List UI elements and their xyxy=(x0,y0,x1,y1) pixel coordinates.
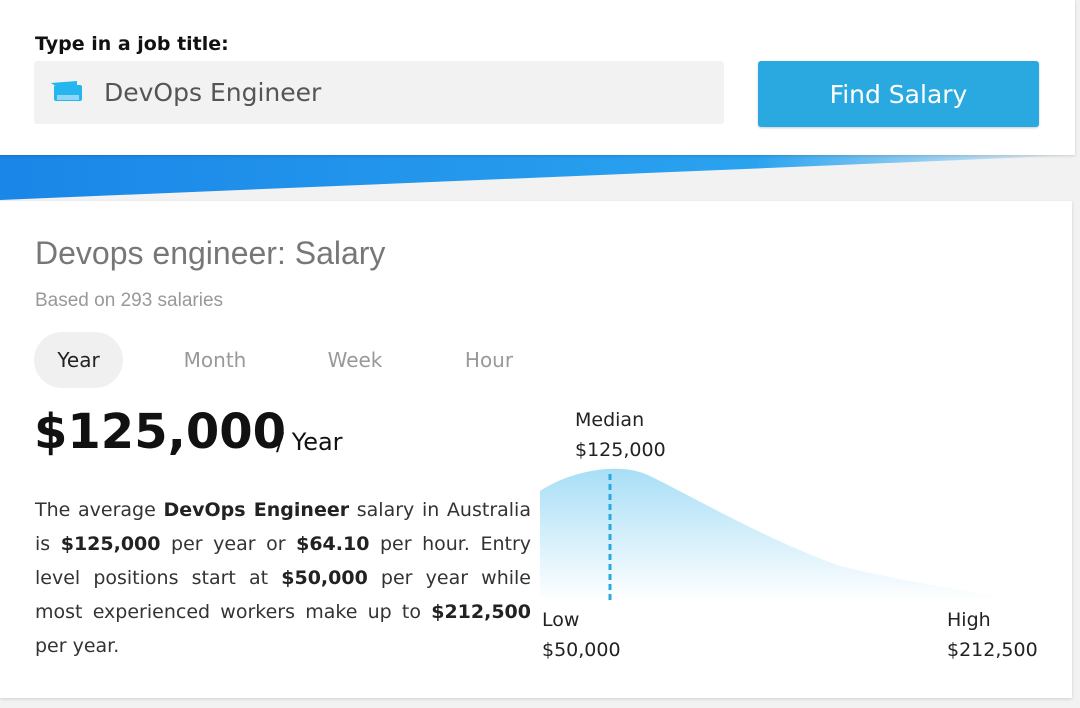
desc-top-salary: $212,500 xyxy=(431,601,531,623)
desc-job-title: DevOps Engineer xyxy=(163,499,350,521)
search-card: Type in a job title: Find Salary xyxy=(0,0,1075,155)
salary-result-card: Devops engineer: Salary Based on 293 sal… xyxy=(0,201,1072,698)
tab-year[interactable]: Year xyxy=(34,332,123,388)
median-label: Median $125,000 xyxy=(575,405,666,465)
tab-week[interactable]: Week xyxy=(327,348,383,372)
page-title: Devops engineer: Salary xyxy=(35,235,386,271)
job-card-icon xyxy=(51,81,82,101)
tab-hour[interactable]: Hour xyxy=(464,348,514,372)
salary-period: / Year xyxy=(276,428,343,456)
desc-hourly-rate: $64.10 xyxy=(296,533,370,555)
high-value: $212,500 xyxy=(947,639,1038,661)
job-title-label: Type in a job title: xyxy=(35,33,229,55)
high-label: High $212,500 xyxy=(947,605,1038,665)
desc-entry-salary: $50,000 xyxy=(281,567,368,589)
job-title-field[interactable] xyxy=(34,61,724,124)
salary-description: The average DevOps Engineer salary in Au… xyxy=(35,499,531,657)
salary-count: Based on 293 salaries xyxy=(35,290,224,311)
find-salary-button[interactable]: Find Salary xyxy=(758,61,1039,127)
tab-month[interactable]: Month xyxy=(183,348,247,372)
desc-annual-salary: $125,000 xyxy=(60,533,161,555)
distribution-area xyxy=(540,468,1022,601)
salary-distribution-chart: Median $125,000 Low $50,000 High $212,50… xyxy=(540,401,1040,671)
salary-amount: $125,000 xyxy=(34,404,287,460)
low-label: Low $50,000 xyxy=(542,605,621,665)
low-value: $50,000 xyxy=(542,639,621,661)
job-title-input[interactable] xyxy=(104,61,704,124)
distribution-curve xyxy=(540,468,1022,604)
median-value: $125,000 xyxy=(575,439,666,461)
